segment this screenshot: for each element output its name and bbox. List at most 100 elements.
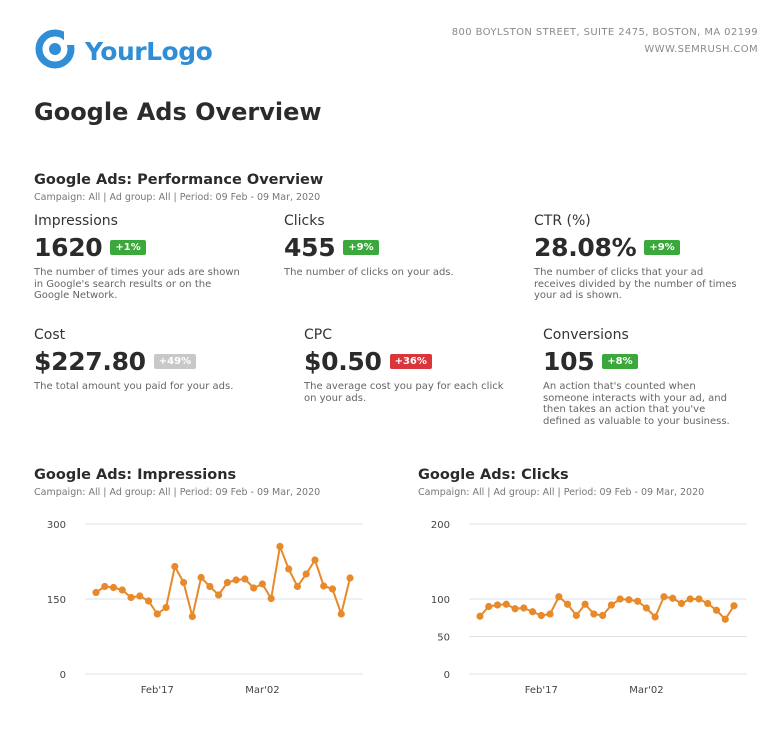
data-point xyxy=(485,602,493,611)
data-point xyxy=(590,610,598,618)
clicks-line-chart: 0 50 100 200 Feb'17 Mar'02 xyxy=(431,520,747,696)
metric-cpc: CPC $0.50 +36% The average cost you pay … xyxy=(304,327,509,404)
x-tick-label: Feb'17 xyxy=(141,685,174,696)
data-point xyxy=(634,597,642,605)
data-point xyxy=(677,599,686,608)
data-point xyxy=(258,580,267,588)
data-point xyxy=(171,562,179,571)
data-point xyxy=(232,576,240,584)
metric-value: 28.08% xyxy=(534,233,637,262)
data-point xyxy=(311,556,319,564)
data-point xyxy=(555,593,563,601)
data-point xyxy=(502,600,510,608)
y-tick-label: 0 xyxy=(444,670,450,681)
x-tick-label: Feb'17 xyxy=(525,685,558,696)
data-point xyxy=(528,608,537,616)
data-point xyxy=(476,612,484,620)
address-line: 800 BOYLSTON STREET, SUITE 2475, BOSTON,… xyxy=(451,27,758,38)
metric-label: Impressions xyxy=(34,213,118,229)
metric-conversions: Conversions 105 +8% An action that's cou… xyxy=(543,327,738,427)
change-badge: +9% xyxy=(644,240,680,255)
series-line xyxy=(95,545,351,618)
data-point xyxy=(241,575,249,583)
impressions-chart: 0 150 300 Feb'17 Mar'02 xyxy=(30,510,375,704)
metric-description: An action that's counted when someone in… xyxy=(543,381,730,427)
data-point xyxy=(179,578,188,587)
data-point xyxy=(642,604,651,612)
data-point xyxy=(215,591,223,599)
data-point xyxy=(599,611,607,620)
data-point xyxy=(563,600,572,608)
change-badge: +1% xyxy=(110,240,146,255)
data-point xyxy=(118,586,126,594)
data-point xyxy=(616,595,624,603)
data-point xyxy=(302,570,310,578)
data-point xyxy=(320,582,328,590)
performance-section-subtitle: Campaign: All | Ad group: All | Period: … xyxy=(34,192,321,203)
data-point xyxy=(704,599,712,608)
data-point xyxy=(328,585,337,593)
x-tick-label: Mar'02 xyxy=(245,685,279,696)
data-point xyxy=(581,600,589,608)
change-badge: +9% xyxy=(343,240,379,255)
data-point xyxy=(101,582,109,591)
data-point xyxy=(651,613,659,621)
data-point xyxy=(337,610,345,618)
y-tick-label: 200 xyxy=(431,520,450,531)
data-point xyxy=(267,594,275,603)
data-point xyxy=(109,583,118,592)
metric-value: $227.80 xyxy=(34,347,146,376)
data-point xyxy=(197,573,205,582)
metric-cost: Cost $227.80 +49% The total amount you p… xyxy=(34,327,269,393)
change-badge: +49% xyxy=(153,354,197,369)
impressions-line-chart: 0 150 300 Feb'17 Mar'02 xyxy=(47,520,363,696)
data-point xyxy=(206,582,214,591)
data-point xyxy=(669,594,677,602)
metric-label: CTR (%) xyxy=(534,213,591,229)
logo: YourLogo xyxy=(34,28,213,74)
data-point xyxy=(188,612,196,621)
logo-icon xyxy=(34,28,76,74)
clicks-chart-subtitle: Campaign: All | Ad group: All | Period: … xyxy=(418,487,705,498)
y-tick-label: 150 xyxy=(47,595,66,606)
data-point xyxy=(153,610,161,618)
impressions-chart-subtitle: Campaign: All | Ad group: All | Period: … xyxy=(34,487,321,498)
website-url: WWW.SEMRUSH.COM xyxy=(644,44,758,55)
metric-label: Clicks xyxy=(284,213,325,229)
clicks-chart-title: Google Ads: Clicks xyxy=(418,467,569,483)
company-address: 800 BOYLSTON STREET, SUITE 2475, BOSTON,… xyxy=(452,24,758,58)
data-point xyxy=(607,601,615,609)
data-point xyxy=(285,565,293,573)
data-point xyxy=(625,596,633,604)
y-tick-label: 100 xyxy=(431,595,450,606)
data-point xyxy=(712,606,721,614)
metric-value: 105 xyxy=(543,347,595,376)
data-point xyxy=(686,595,694,603)
performance-section-title: Google Ads: Performance Overview xyxy=(34,172,324,188)
change-badge: +8% xyxy=(602,354,638,369)
data-point xyxy=(127,593,135,602)
metric-impressions: Impressions 1620 +1% The number of times… xyxy=(34,213,249,302)
metric-ctr: CTR (%) 28.08% +9% The number of clicks … xyxy=(534,213,739,302)
data-point xyxy=(346,574,354,582)
y-tick-label: 50 xyxy=(437,633,450,644)
data-point xyxy=(276,542,284,551)
impressions-chart-title: Google Ads: Impressions xyxy=(34,467,237,483)
data-point xyxy=(144,597,153,605)
metric-description: The total amount you paid for your ads. xyxy=(34,381,234,392)
data-point xyxy=(520,604,528,612)
data-point xyxy=(293,582,302,591)
data-point xyxy=(660,593,668,601)
metric-label: CPC xyxy=(304,327,332,343)
metric-description: The number of clicks on your ads. xyxy=(284,267,454,278)
y-tick-label: 0 xyxy=(60,670,66,681)
data-point xyxy=(162,603,170,612)
data-point xyxy=(721,615,729,623)
metric-description: The number of times your ads are shown i… xyxy=(34,267,240,301)
data-point xyxy=(493,601,502,609)
data-point xyxy=(546,610,554,618)
y-tick-label: 300 xyxy=(47,520,66,531)
data-point xyxy=(136,592,144,600)
metric-value: $0.50 xyxy=(304,347,382,376)
x-tick-label: Mar'02 xyxy=(629,685,663,696)
